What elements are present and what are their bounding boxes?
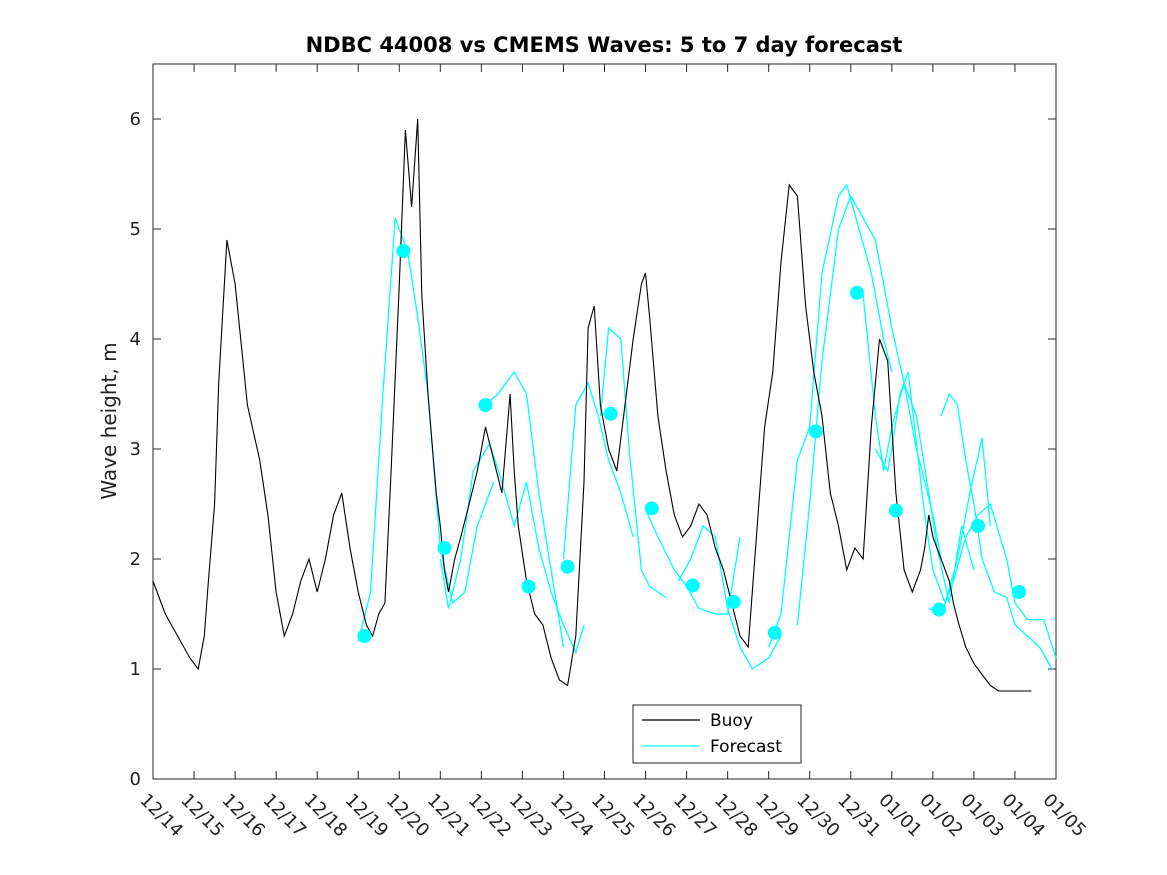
- forecast-marker-15: [932, 602, 947, 617]
- forecast-line-segment-8: [768, 183, 893, 648]
- y-tick-label: 2: [130, 549, 141, 570]
- buoy-line: [152, 118, 1032, 692]
- y-tick-label: 1: [130, 659, 141, 680]
- forecast-line-segment-2: [439, 441, 585, 655]
- forecast-line-segment-13: [940, 392, 1053, 670]
- forecast-line-segment-7: [677, 524, 782, 670]
- y-tick-label: 4: [130, 329, 141, 350]
- forecast-marker-11: [767, 625, 782, 640]
- forecast-line-segment-6: [644, 509, 741, 615]
- forecast-marker-7: [603, 406, 618, 421]
- legend-forecast-label: Forecast: [710, 737, 782, 757]
- forecast-marker-5: [521, 579, 536, 594]
- forecast-marker-1: [357, 629, 372, 643]
- forecast-marker-8: [644, 501, 659, 516]
- legend: Buoy Forecast: [632, 704, 802, 764]
- y-tick-label: 3: [130, 439, 141, 460]
- legend-buoy-label: Buoy: [710, 711, 753, 731]
- forecast-line-segment-10: [862, 294, 975, 604]
- plot-area: [152, 63, 1057, 780]
- forecast-line-segment-9: [796, 194, 942, 626]
- series-layer: [152, 118, 1057, 692]
- forecast-marker-10: [726, 594, 741, 609]
- forecast-line-segment-1: [357, 217, 495, 642]
- y-axis-label: Wave height, m: [97, 342, 121, 499]
- forecast-marker-2: [396, 244, 411, 258]
- forecast-line-segment-5: [599, 326, 667, 599]
- forecast-marker-12: [808, 424, 823, 439]
- y-tick-label: 5: [130, 219, 141, 240]
- forecast-line-segment-3: [485, 370, 565, 648]
- y-axis: 0 1 2 3 4 5 6: [130, 109, 1056, 790]
- forecast-marker-9: [685, 578, 700, 593]
- forecast-marker-14: [888, 503, 903, 518]
- forecast-marker-17: [1012, 585, 1027, 599]
- forecast-marker-13: [849, 285, 864, 300]
- chart-title: NDBC 44008 vs CMEMS Waves: 5 to 7 day fo…: [306, 33, 903, 57]
- forecast-line-segment-4: [562, 381, 634, 560]
- y-tick-label: 6: [130, 109, 141, 130]
- forecast-marker-6: [560, 559, 575, 574]
- forecast-marker-16: [971, 519, 986, 533]
- forecast-marker-4: [478, 398, 493, 412]
- forecast-line-segment-12: [928, 502, 1057, 659]
- forecast-line-segment-11: [874, 371, 991, 606]
- y-tick-label: 0: [130, 769, 141, 790]
- forecast-marker-3: [437, 541, 452, 555]
- legend-box: [632, 704, 802, 764]
